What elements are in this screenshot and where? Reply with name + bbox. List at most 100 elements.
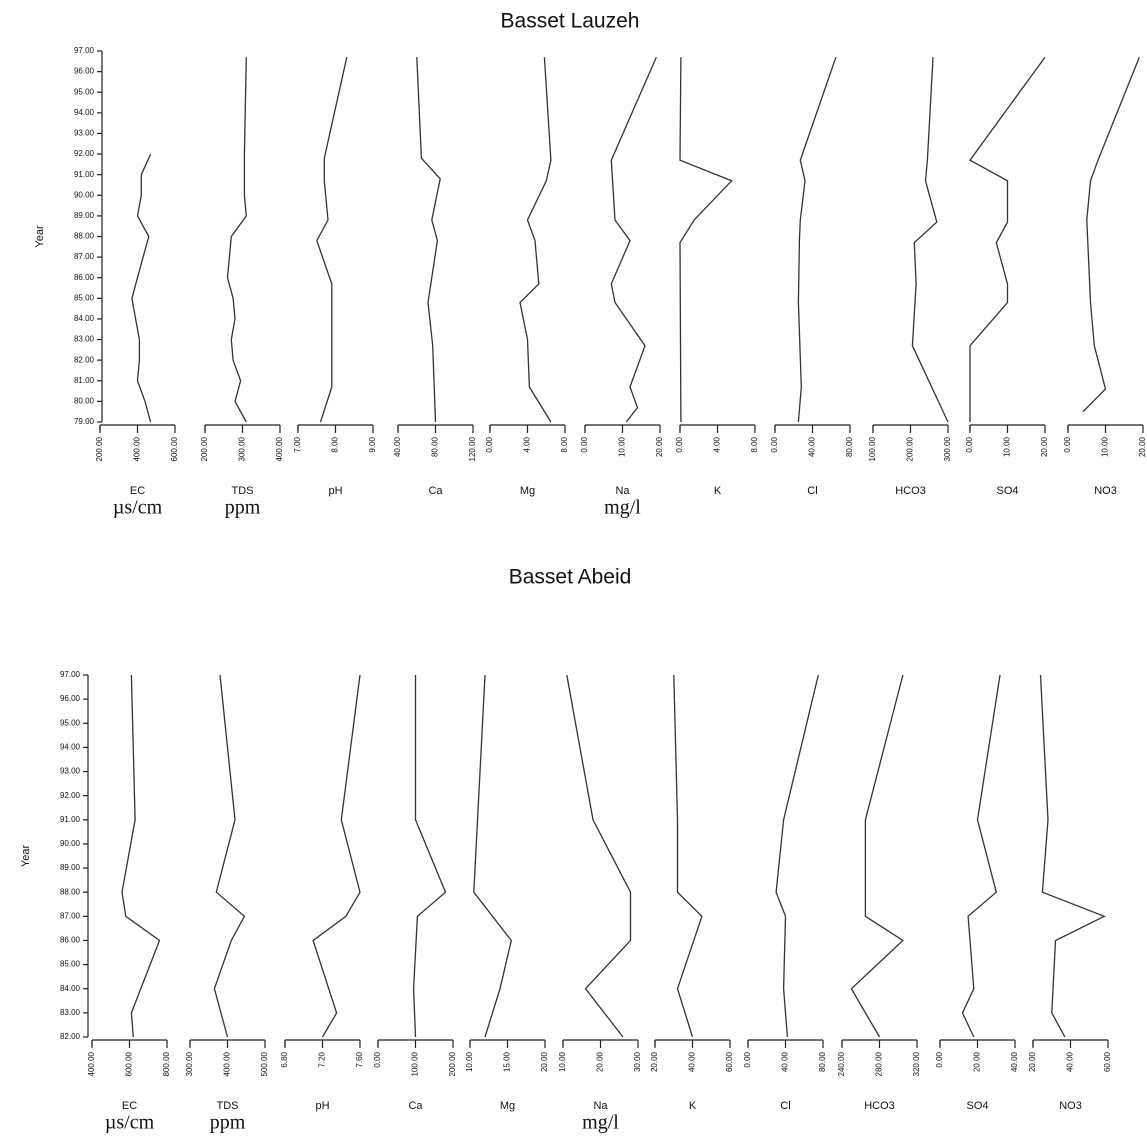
y-tick-label: 89.00 [60, 863, 81, 872]
profile-line [1039, 674, 1106, 1038]
chart-title: Basset Lauzeh [501, 10, 640, 33]
y-tick-label: 93.00 [74, 129, 95, 138]
y-tick-label: 81.00 [74, 376, 95, 385]
profile-line [1082, 56, 1140, 413]
y-tick-label: 94.00 [74, 108, 95, 117]
y-axis-label: Year [34, 225, 46, 248]
y-tick-label: 91.00 [74, 170, 95, 179]
panel-name: NO3 [1059, 1100, 1082, 1112]
x-tick-label: 8.00 [560, 436, 569, 452]
x-tick-label: 0.00 [1063, 436, 1072, 452]
x-tick-label: 10.00 [558, 1051, 567, 1072]
x-tick-label: 30.00 [633, 1051, 642, 1072]
profile-line [316, 57, 348, 423]
unit-label: µs/cm [105, 1112, 155, 1134]
panel-name: Cl [807, 485, 817, 497]
panel-name: Cl [780, 1100, 790, 1112]
x-tick-label: 20.00 [1138, 436, 1147, 457]
x-tick-label: 40.00 [1066, 1051, 1075, 1072]
x-tick-label: 10.00 [1101, 436, 1110, 457]
profile-line [961, 674, 1001, 1038]
y-tick-label: 79.00 [74, 417, 95, 426]
y-tick-label: 95.00 [60, 718, 81, 727]
x-tick-label: 60.00 [1103, 1051, 1112, 1072]
y-tick-label: 92.00 [60, 791, 81, 800]
x-tick-label: 7.00 [293, 436, 302, 452]
y-axis-label: Year [20, 845, 32, 868]
x-tick-label: 500.00 [260, 1051, 269, 1076]
profile-line [969, 56, 1046, 422]
x-tick-label: 10.00 [1003, 436, 1012, 457]
x-tick-label: 100.00 [411, 1051, 420, 1076]
x-tick-label: 20.00 [655, 436, 664, 457]
panel-name: Ca [408, 1100, 423, 1112]
panel-name: pH [328, 485, 342, 497]
panel-name: Mg [520, 485, 535, 497]
y-tick-label: 84.00 [60, 984, 81, 993]
x-tick-label: 320.00 [912, 1051, 921, 1076]
profile-line [226, 57, 247, 423]
y-tick-label: 85.00 [74, 293, 95, 302]
panel-name: Na [593, 1100, 608, 1112]
x-tick-label: 240.00 [837, 1051, 846, 1076]
x-tick-label: 15.00 [503, 1051, 512, 1072]
profile-line [679, 57, 733, 423]
panel-name: SO4 [996, 485, 1018, 497]
y-tick-label: 86.00 [60, 936, 81, 945]
profile-line [412, 675, 447, 1038]
y-tick-label: 83.00 [74, 335, 95, 344]
panel-name: SO4 [966, 1100, 988, 1112]
x-tick-label: 80.00 [845, 436, 854, 457]
x-tick-label: 280.00 [875, 1051, 884, 1076]
x-tick-label: 9.00 [368, 436, 377, 452]
y-tick-label: 95.00 [74, 87, 95, 96]
y-tick-label: 88.00 [74, 232, 95, 241]
profile-line [473, 674, 513, 1038]
x-tick-label: 400.00 [275, 436, 284, 461]
x-tick-label: 10.00 [465, 1051, 474, 1072]
panel-name: pH [315, 1100, 329, 1112]
x-tick-label: 20.00 [596, 1051, 605, 1072]
y-tick-label: 96.00 [74, 67, 95, 76]
y-tick-label: 86.00 [74, 273, 95, 282]
x-tick-label: 40.00 [781, 1051, 790, 1072]
panel-name: TDS [217, 1100, 239, 1112]
x-tick-label: 10.00 [618, 436, 627, 457]
y-tick-label: 87.00 [60, 911, 81, 920]
x-tick-label: 600.00 [170, 436, 179, 461]
y-tick-label: 89.00 [74, 211, 95, 220]
unit-label: ppm [210, 1112, 246, 1134]
panel-name: HCO3 [864, 1100, 895, 1112]
y-tick-label: 92.00 [74, 149, 95, 158]
y-tick-label: 84.00 [74, 314, 95, 323]
y-tick-label: 82.00 [74, 355, 95, 364]
y-tick-label: 90.00 [60, 839, 81, 848]
x-tick-label: 80.00 [431, 436, 440, 457]
x-tick-label: 200.00 [448, 1051, 457, 1076]
unit-label: µs/cm [113, 497, 163, 519]
x-tick-label: 400.00 [133, 436, 142, 461]
chart-title: Basset Abeid [509, 566, 632, 589]
y-tick-label: 88.00 [60, 887, 81, 896]
y-tick-label: 91.00 [60, 815, 81, 824]
x-tick-label: 20.00 [540, 1051, 549, 1072]
panel-name: NO3 [1094, 485, 1117, 497]
profile-line [131, 153, 152, 423]
panel-name: Na [615, 485, 630, 497]
y-tick-label: 80.00 [74, 396, 95, 405]
profile-line [121, 674, 161, 1038]
x-tick-label: 20.00 [1028, 1051, 1037, 1072]
x-tick-label: 4.00 [523, 436, 532, 452]
y-tick-label: 83.00 [60, 1008, 81, 1017]
panel-name: EC [130, 485, 145, 497]
panel-name: K [714, 485, 722, 497]
profile-line [911, 57, 949, 423]
x-tick-label: 6.80 [280, 1051, 289, 1067]
x-tick-label: 0.00 [965, 436, 974, 452]
x-tick-label: 300.00 [185, 1051, 194, 1076]
x-tick-label: 200.00 [200, 436, 209, 461]
profile-line [850, 674, 904, 1038]
profile-line [775, 674, 819, 1038]
